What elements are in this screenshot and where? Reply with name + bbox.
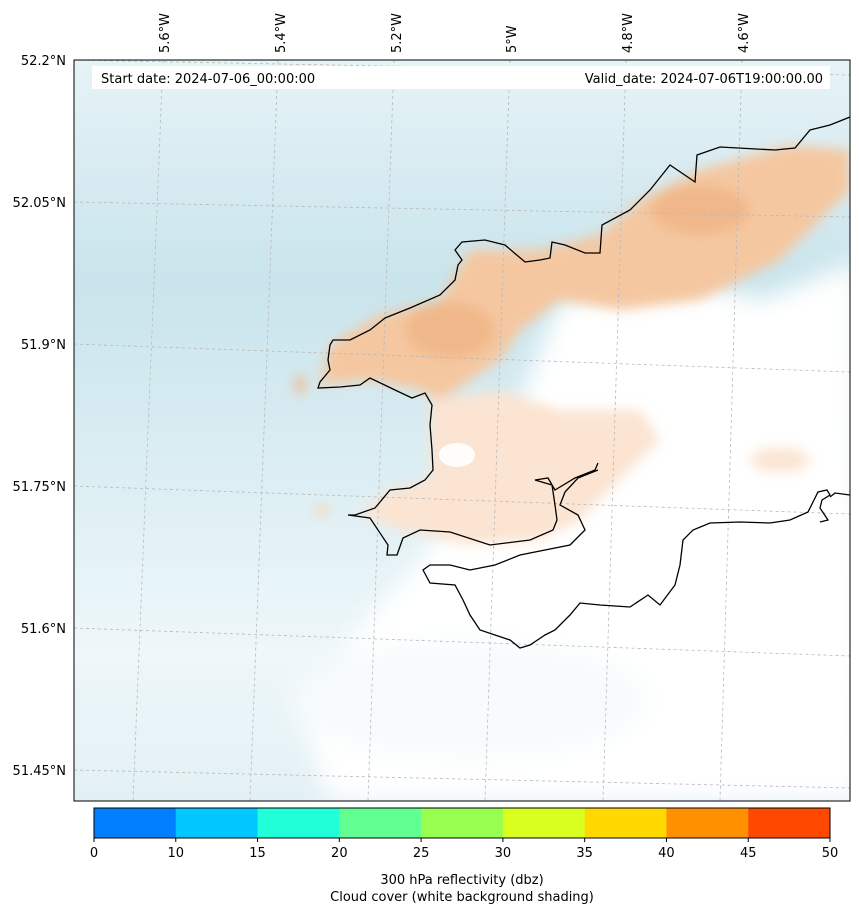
colorbar-segments — [94, 808, 831, 838]
lon-label: 4.6°W — [737, 13, 752, 53]
lon-label: 5.4°W — [274, 13, 289, 53]
lat-label: 52.05°N — [13, 196, 66, 211]
lat-label: 51.9°N — [21, 338, 66, 353]
colorbar-segment — [339, 808, 422, 838]
colorbar-tick-label: 20 — [331, 846, 348, 861]
colorbar-tick-label: 50 — [822, 846, 839, 861]
lat-label: 51.75°N — [13, 480, 66, 495]
longitude-labels: 5.6°W 5.4°W 5.2°W 5°W 4.8°W 4.6°W — [158, 13, 752, 53]
map-frame — [73, 59, 851, 802]
clear-sky-region — [290, 264, 850, 801]
colorbar-segment — [666, 808, 749, 838]
colorbar-tick-label: 0 — [90, 846, 98, 861]
colorbar-segment — [748, 808, 831, 838]
colorbar-segment — [584, 808, 667, 838]
colorbar-tick-label: 40 — [658, 846, 675, 861]
coastline — [317, 116, 850, 649]
graticule — [74, 60, 850, 801]
colorbar-tick-label: 15 — [249, 846, 266, 861]
header-band — [92, 66, 830, 89]
colorbar-label: 300 hPa reflectivity (dbz) — [380, 873, 543, 888]
lat-label: 52.2°N — [21, 54, 66, 69]
start-date: Start date: 2024-07-06_00:00:00 — [101, 72, 315, 87]
map-area — [74, 60, 850, 801]
colorbar-segment — [257, 808, 340, 838]
colorbar-frame — [93, 807, 831, 839]
colorbar-tick-label: 25 — [413, 846, 430, 861]
colorbar-segment — [175, 808, 259, 838]
colorbar-ticks: 0 10 15 20 25 30 35 40 45 50 — [90, 838, 838, 861]
lon-label: 4.8°W — [621, 13, 636, 53]
latitude-labels: 52.2°N 52.05°N 51.9°N 51.75°N 51.6°N 51.… — [13, 54, 66, 779]
lat-label: 51.6°N — [21, 622, 66, 637]
colorbar-sublabel: Cloud cover (white background shading) — [330, 890, 594, 905]
colorbar: 0 10 15 20 25 30 35 40 45 50 300 hPa reflectivity… — [90, 807, 838, 905]
colorbar-tick-label: 30 — [495, 846, 512, 861]
colorbar-tick-label: 45 — [740, 846, 757, 861]
colorbar-tick-label: 35 — [576, 846, 593, 861]
colorbar-segment — [421, 808, 504, 838]
lon-label: 5.2°W — [390, 13, 405, 53]
cloud-cover-land — [295, 145, 850, 545]
lon-label: 5.6°W — [158, 13, 173, 53]
valid-date: Valid_date: 2024-07-06T19:00:00.00 — [585, 72, 823, 87]
colorbar-segment — [502, 808, 586, 838]
lon-label: 5°W — [505, 25, 520, 53]
colorbar-tick-label: 10 — [168, 846, 185, 861]
colorbar-segment — [94, 808, 177, 838]
lat-label: 51.45°N — [13, 764, 66, 779]
